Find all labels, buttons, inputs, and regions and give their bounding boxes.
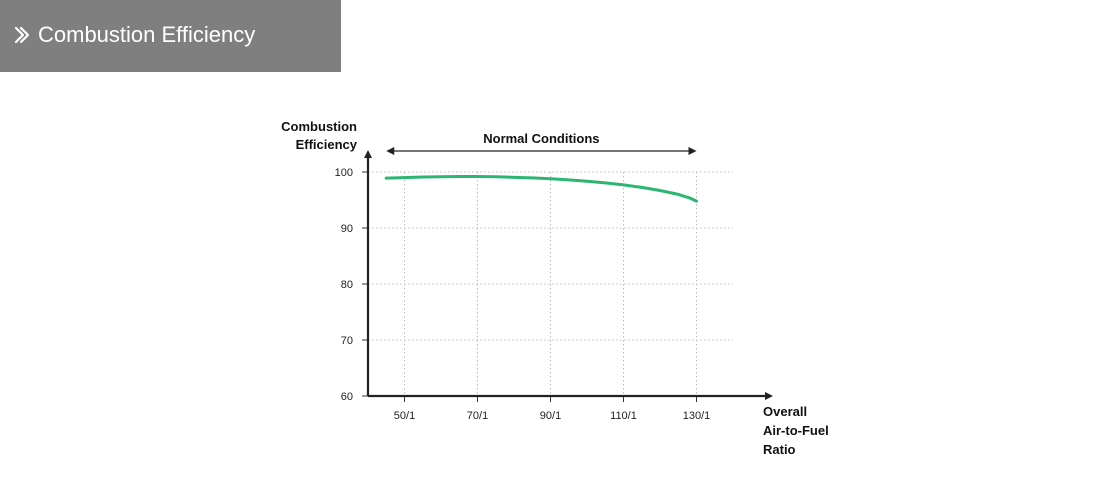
- y-tick-label: 90: [341, 223, 353, 235]
- axis-labels: 60 70 80 90 100 50/1 70/1 90/1 110/1 130/1 Combust…: [281, 119, 829, 457]
- y-tick-label: 100: [335, 167, 353, 179]
- annotation: Normal Conditions: [386, 131, 697, 155]
- series-layer: [384, 174, 698, 203]
- double-chevron-right-icon: [14, 26, 30, 44]
- y-tick-label: 80: [341, 279, 353, 291]
- x-tick-label: 90/1: [540, 410, 561, 422]
- y-axis-title: Efficiency: [296, 137, 358, 152]
- y-tick-label: 70: [341, 335, 353, 347]
- grid-lines: [368, 171, 733, 396]
- x-axis-title: Air-to-Fuel: [763, 423, 829, 438]
- y-axis-title: Combustion: [281, 119, 357, 134]
- x-tick-label: 130/1: [683, 410, 711, 422]
- page-title: Combustion Efficiency: [38, 22, 256, 47]
- x-tick-label: 50/1: [394, 410, 415, 422]
- header-banner: Combustion Efficiency: [0, 0, 341, 72]
- normal-conditions-label: Normal Conditions: [483, 131, 599, 146]
- x-axis-title: Overall: [763, 404, 807, 419]
- y-tick-label: 60: [341, 391, 353, 403]
- x-tick-label: 70/1: [467, 410, 488, 422]
- efficiency-series-line: [384, 174, 698, 203]
- x-axis-title: Ratio: [763, 442, 796, 457]
- axes: [362, 150, 773, 402]
- x-tick-label: 110/1: [610, 410, 637, 422]
